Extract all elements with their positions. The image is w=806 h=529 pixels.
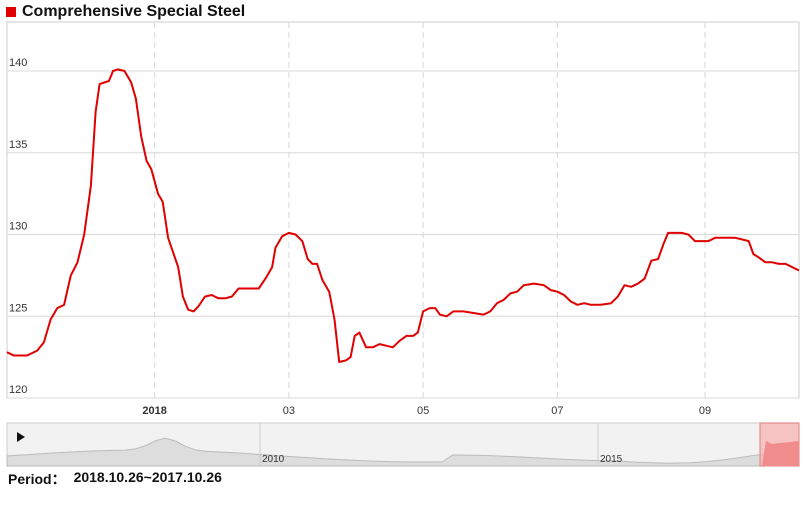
period-info: Period： 2018.10.26~2017.10.26 <box>8 469 222 489</box>
y-tick-label: 135 <box>9 139 27 151</box>
x-tick-label: 2018 <box>142 405 166 417</box>
chart-title: Comprehensive Special Steel <box>22 3 246 20</box>
period-label: Period： <box>8 471 66 487</box>
series-layer <box>6 68 800 363</box>
chart-title-bar: Comprehensive Special Steel <box>6 2 245 22</box>
y-tick-label: 130 <box>9 221 27 233</box>
navigator-selection-series <box>762 441 799 466</box>
grid <box>6 21 800 399</box>
plot-frame <box>6 21 800 399</box>
x-tick-label: 05 <box>417 405 429 417</box>
x-tick-label: 09 <box>699 405 711 417</box>
x-tick-label: 07 <box>551 405 563 417</box>
y-tick-label: 140 <box>9 57 27 69</box>
x-tick-label: 03 <box>283 405 295 417</box>
navigator-year-label: 2015 <box>600 454 623 465</box>
play-icon[interactable] <box>17 432 25 442</box>
series-line <box>6 68 800 363</box>
axes: 120 125 130 135 140 2018 03 05 07 09 <box>9 57 711 417</box>
navigator-overview-area <box>6 437 800 467</box>
y-tick-label: 125 <box>9 302 27 314</box>
period-range: 2018.10.26~2017.10.26 <box>73 469 222 485</box>
line-chart: 120 125 130 135 140 2018 03 05 07 09 2010 2015 <box>6 21 800 467</box>
navigator[interactable]: 2010 2015 <box>6 422 800 467</box>
series-color-marker <box>6 7 16 17</box>
navigator-year-label: 2010 <box>262 454 285 465</box>
y-tick-label: 120 <box>9 384 27 396</box>
